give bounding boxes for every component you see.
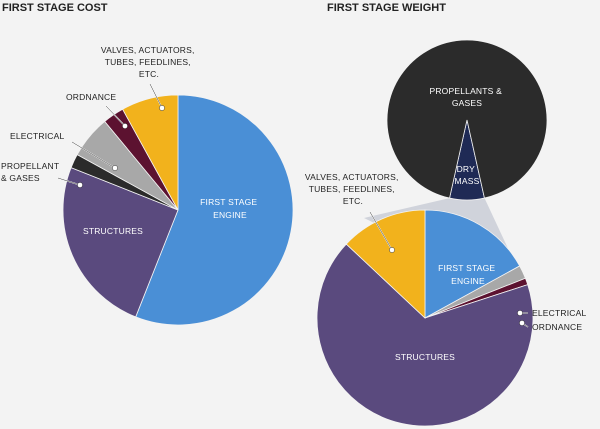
weight-label-electrical: ELECTRICAL [532,308,587,318]
weight-label-valves: VALVES, ACTUATORS, TUBES, FEEDLINES, ETC… [305,172,401,206]
cost-slice-structures [62,167,179,318]
weight-chart-title: FIRST STAGE WEIGHT [327,2,446,14]
weight-leader-ordnance [519,320,529,328]
cost-label-valves: VALVES, ACTUATORS, TUBES, FEEDLINES, ETC… [101,45,197,79]
cost-label-ordnance: ORDNANCE [66,92,116,102]
weight-slice-structures [316,243,534,427]
cost-pie [62,94,294,326]
weight-label-engine: FIRST STAGE ENGINE [438,263,498,286]
weight-label-drymass: DRY MASS [455,164,480,186]
weight-label-ordnance: ORDNANCE [532,322,582,332]
weight-slice-valves [345,209,426,319]
weight-slice-engine [424,209,521,319]
weight-pie [316,209,534,427]
leader-lines [57,83,529,328]
weight-slice-propellants [386,39,548,199]
cost-slice-engine [135,94,294,326]
weight-top-pie [386,39,548,201]
weight-leader-valves [369,211,395,253]
weight-label-propellants: PROPELLANTS & GASES [429,86,504,108]
cost-label-propellant: PROPELLANT & GASES [1,161,62,183]
cost-label-electrical: ELECTRICAL [10,131,65,141]
cost-chart-title: FIRST STAGE COST [2,2,108,14]
weight-leader-electrical [517,310,528,316]
cost-slice-valves [122,94,179,211]
cost-leader-ordnance [105,105,128,129]
cost-leader-electrical [71,141,118,171]
weight-label-structures: STRUCTURES [395,352,455,362]
cost-label-engine: FIRST STAGE ENGINE [200,197,260,220]
cost-label-structures: STRUCTURES [83,226,143,236]
cost-leader-propellant [57,177,83,188]
cost-leader-valves [149,83,165,111]
